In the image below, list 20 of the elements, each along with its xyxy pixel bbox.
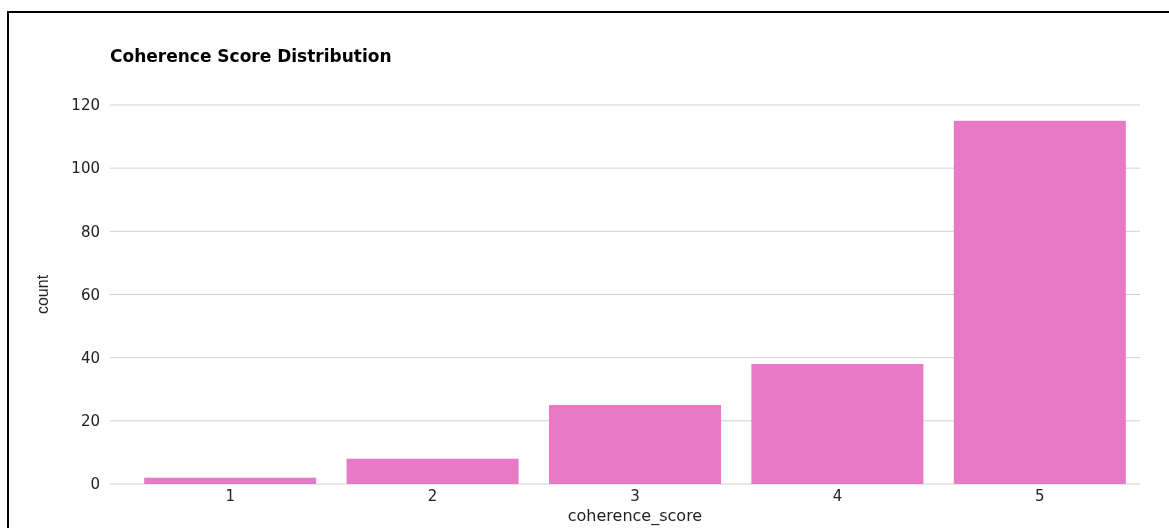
x-tick-label: 3 bbox=[630, 486, 640, 505]
y-tick-label: 100 bbox=[71, 159, 100, 178]
bar bbox=[751, 363, 924, 484]
x-tick-label: 5 bbox=[1035, 486, 1045, 505]
y-tick-label: 120 bbox=[71, 96, 100, 115]
chart-title: Coherence Score Distribution bbox=[110, 46, 392, 66]
x-tick-label: 4 bbox=[832, 486, 843, 505]
bar bbox=[346, 458, 519, 484]
y-tick-label: 80 bbox=[80, 222, 100, 241]
y-tick-label: 0 bbox=[90, 475, 100, 494]
y-tick-label: 60 bbox=[80, 285, 100, 304]
bar bbox=[548, 405, 722, 484]
x-tick-label: 1 bbox=[225, 486, 235, 505]
y-tick-label: 20 bbox=[80, 412, 100, 431]
y-tick-label: 40 bbox=[80, 348, 100, 367]
bar bbox=[953, 120, 1126, 484]
x-tick-label: 2 bbox=[427, 486, 438, 505]
bar bbox=[144, 477, 317, 484]
y-axis-title: count bbox=[34, 274, 51, 315]
x-axis-title: coherence_score bbox=[567, 506, 703, 526]
